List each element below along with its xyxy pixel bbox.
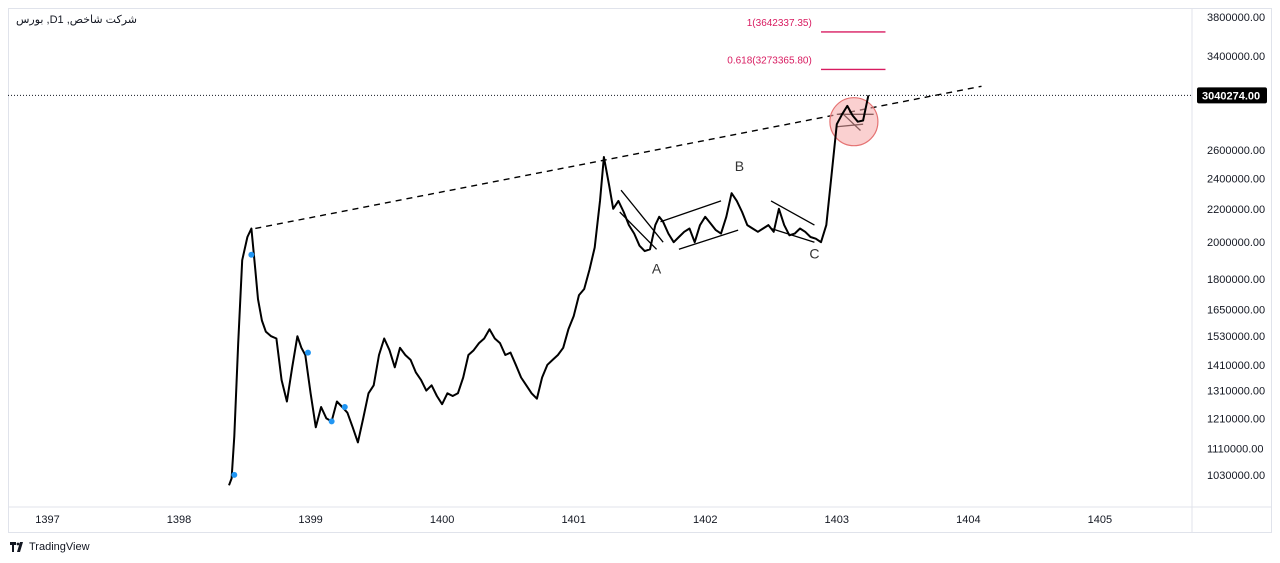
fib-levels[interactable]: 1(3642337.35) 0.618(3273365.80) — [727, 18, 886, 71]
x-tick-label: 1399 — [298, 514, 322, 526]
y-tick-label: 3400000.00 — [1207, 51, 1265, 63]
tradingview-brand[interactable]: TradingView — [10, 541, 90, 553]
y-tick-label: 1410000.00 — [1207, 360, 1265, 372]
series-layer — [228, 95, 870, 486]
y-axis[interactable]: 3800000.00 3400000.00 2600000.00 2400000.00… — [1207, 12, 1265, 482]
y-tick-label: 2600000.00 — [1207, 145, 1265, 157]
y-tick-label: 1310000.00 — [1207, 386, 1265, 398]
x-axis[interactable]: 1397 1398 1399 1400 1401 1402 1403 1404 1405 — [35, 514, 1112, 526]
x-tick-label: 1398 — [167, 514, 191, 526]
signal-marker[interactable] — [304, 349, 311, 356]
signal-marker[interactable] — [248, 251, 255, 258]
x-tick-label: 1401 — [561, 514, 585, 526]
symbol-title[interactable]: بورس ,Dشرکت شاخص, 1 — [16, 14, 138, 26]
y-tick-label: 3800000.00 — [1207, 12, 1265, 24]
y-tick-label: 1650000.00 — [1207, 305, 1265, 317]
y-tick-label: 1210000.00 — [1207, 413, 1265, 425]
wave-label: C — [809, 245, 819, 261]
x-tick-label: 1404 — [956, 514, 980, 526]
x-tick-label: 1405 — [1088, 514, 1112, 526]
pattern-line[interactable] — [770, 227, 815, 243]
last-price-label: 3040274.00 — [1202, 90, 1260, 102]
wave-label: A — [652, 260, 662, 276]
grid-layer — [8, 8, 1272, 532]
x-tick-label: 1402 — [693, 514, 717, 526]
wave-label: B — [735, 158, 744, 174]
tradingview-logo-icon — [10, 542, 25, 552]
pattern-line[interactable] — [620, 189, 664, 243]
y-tick-label: 1030000.00 — [1207, 470, 1265, 482]
markers-layer[interactable] — [231, 251, 348, 478]
y-tick-label: 2000000.00 — [1207, 237, 1265, 249]
signal-marker[interactable] — [328, 418, 335, 425]
pattern-line[interactable] — [678, 229, 739, 250]
pattern-line[interactable] — [770, 200, 815, 226]
y-tick-label: 1110000.00 — [1207, 444, 1263, 456]
price-series-line — [228, 95, 870, 486]
y-tick-label: 1530000.00 — [1207, 331, 1265, 343]
signal-marker[interactable] — [231, 471, 238, 478]
signal-marker[interactable] — [341, 404, 348, 411]
x-tick-label: 1403 — [825, 514, 849, 526]
y-tick-label: 2400000.00 — [1207, 173, 1265, 185]
brand-name: TradingView — [29, 541, 90, 553]
y-tick-label: 2200000.00 — [1207, 204, 1265, 216]
last-price-tag-box — [1197, 87, 1267, 104]
last-price-tag[interactable]: 3040274.00 — [1197, 87, 1267, 104]
fib-level-label: 0.618(3273365.80) — [727, 55, 812, 66]
fib-level-label: 1(3642337.35) — [747, 18, 812, 29]
x-tick-label: 1397 — [35, 514, 59, 526]
chart-frame — [8, 8, 1272, 533]
x-tick-label: 1400 — [430, 514, 454, 526]
wave-labels: A B C — [652, 158, 820, 276]
pattern-line[interactable] — [660, 200, 722, 223]
y-tick-label: 1800000.00 — [1207, 274, 1265, 286]
